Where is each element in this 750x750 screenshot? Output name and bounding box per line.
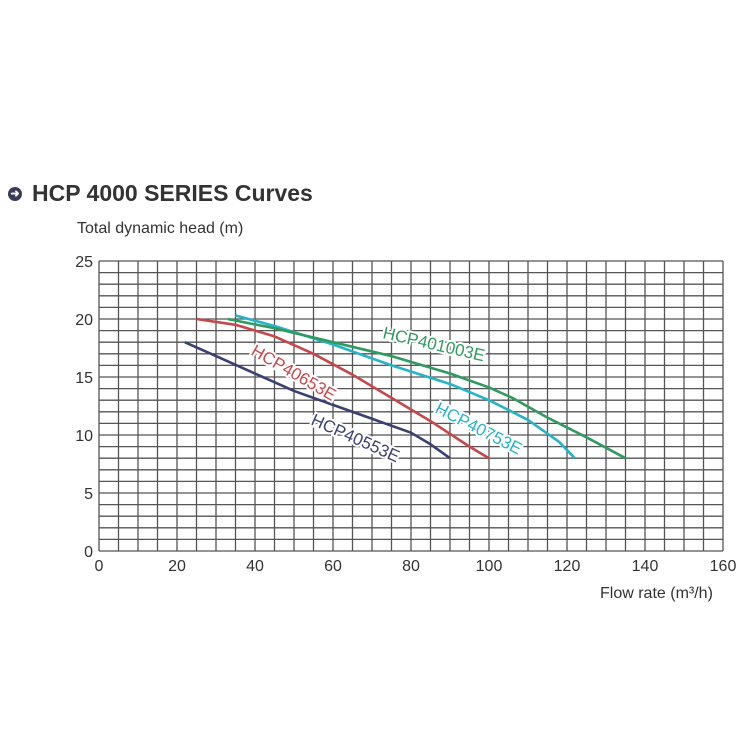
- x-tick-label: 0: [95, 558, 104, 575]
- series-line-hcp40653e: [196, 317, 490, 460]
- arrow-circle-right-icon: ➜: [8, 186, 22, 201]
- series-line-hcp401003e: [227, 317, 627, 460]
- x-tick-label: 100: [476, 558, 503, 575]
- y-tick-label: 0: [84, 544, 93, 561]
- y-tick-label: 15: [75, 370, 93, 387]
- x-tick-label: 60: [324, 558, 342, 575]
- y-tick-label: 20: [75, 312, 93, 329]
- x-axis-label: Flow rate (m³/h): [600, 585, 713, 602]
- y-tick-label: 25: [75, 254, 93, 271]
- x-tick-label: 40: [246, 558, 264, 575]
- x-tick-label: 160: [710, 558, 737, 575]
- x-tick-label: 140: [632, 558, 659, 575]
- series-line-hcp40553e: [184, 341, 451, 460]
- y-tick-label: 5: [84, 486, 93, 503]
- series-label: HCP40753E: [432, 399, 525, 459]
- x-tick-label: 80: [402, 558, 420, 575]
- chart-title: ➜ HCP 4000 SERIES Curves: [8, 180, 313, 207]
- x-tick-label: 20: [168, 558, 186, 575]
- y-axis-label: Total dynamic head (m): [77, 220, 244, 237]
- x-tick-label: 120: [554, 558, 581, 575]
- y-tick-label: 10: [75, 428, 93, 445]
- title-text: HCP 4000 SERIES Curves: [32, 180, 313, 206]
